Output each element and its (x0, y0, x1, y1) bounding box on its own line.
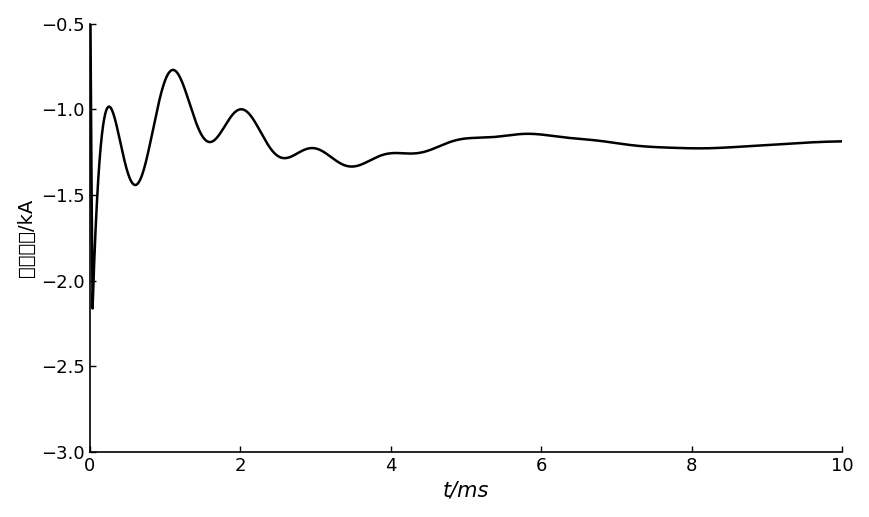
Y-axis label: 负极电流/kA: 负极电流/kA (17, 199, 36, 277)
X-axis label: t/ms: t/ms (442, 480, 488, 500)
